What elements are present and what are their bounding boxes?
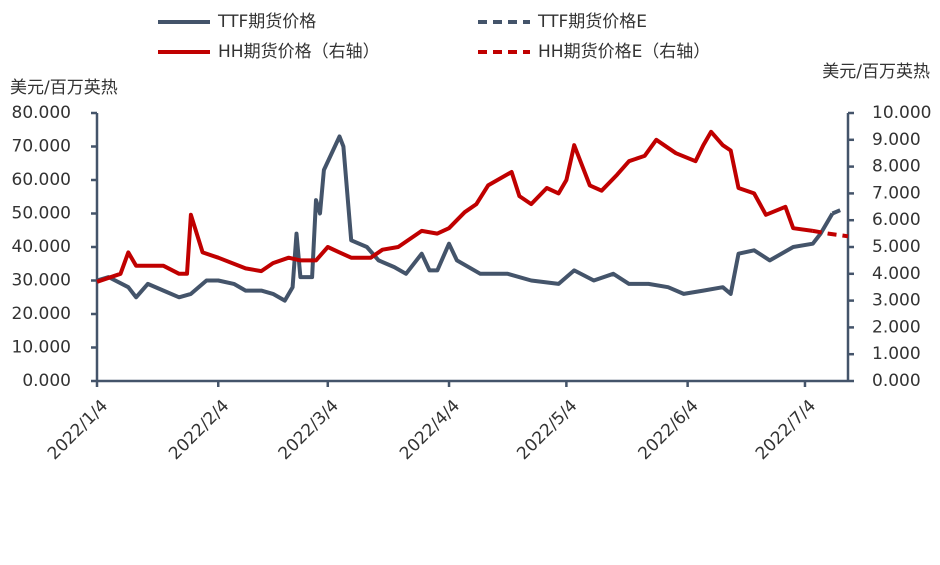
series-line [96,129,814,284]
legend-label: HH期货价格E（右轴） [538,42,710,62]
y-tick-label: 60.000 [12,170,71,190]
y2-tick-label: 4.000 [872,264,921,284]
y2-tick-label: 10.000 [872,103,931,123]
x-tick-label: 2022/4/4 [396,396,464,464]
y-tick-label: 50.000 [12,204,71,224]
legend-label: TTF期货价格E [537,12,647,32]
y2-tick-label: 5.000 [872,237,921,257]
x-tick-label: 2022/2/4 [165,396,233,464]
y2-tick-label: 6.000 [872,210,921,230]
series-line [831,208,841,216]
series-line [812,228,849,239]
y2-tick-label: 2.000 [872,317,921,337]
y-tick-label: 0.000 [22,371,71,391]
y2-tick-label: 8.000 [872,157,921,177]
y2-tick-label: 0.000 [872,371,921,391]
x-tick-label: 2022/5/4 [513,396,581,464]
y2-tick-label: 7.000 [872,183,921,203]
x-tick-label: 2022/6/4 [635,396,703,464]
x-tick-label: 2022/7/4 [752,396,820,464]
y2-axis-title: 美元/百万英热 [822,62,930,82]
y-tick-label: 70.000 [12,137,71,157]
y-tick-label: 40.000 [12,237,71,257]
y-tick-label: 30.000 [12,271,71,291]
y2-tick-label: 3.000 [872,291,921,311]
x-tick-label: 2022/1/4 [44,396,112,464]
series-line [96,134,835,303]
x-tick-label: 2022/3/4 [275,396,343,464]
legend-label: TTF期货价格 [217,12,316,32]
y2-tick-label: 9.000 [872,130,921,150]
y2-tick-label: 1.000 [872,344,921,364]
y-tick-label: 20.000 [12,304,71,324]
y-axis-title: 美元/百万英热 [10,78,118,98]
y-tick-label: 80.000 [12,103,71,123]
y-tick-label: 10.000 [12,338,71,358]
legend-label: HH期货价格（右轴） [218,42,380,62]
